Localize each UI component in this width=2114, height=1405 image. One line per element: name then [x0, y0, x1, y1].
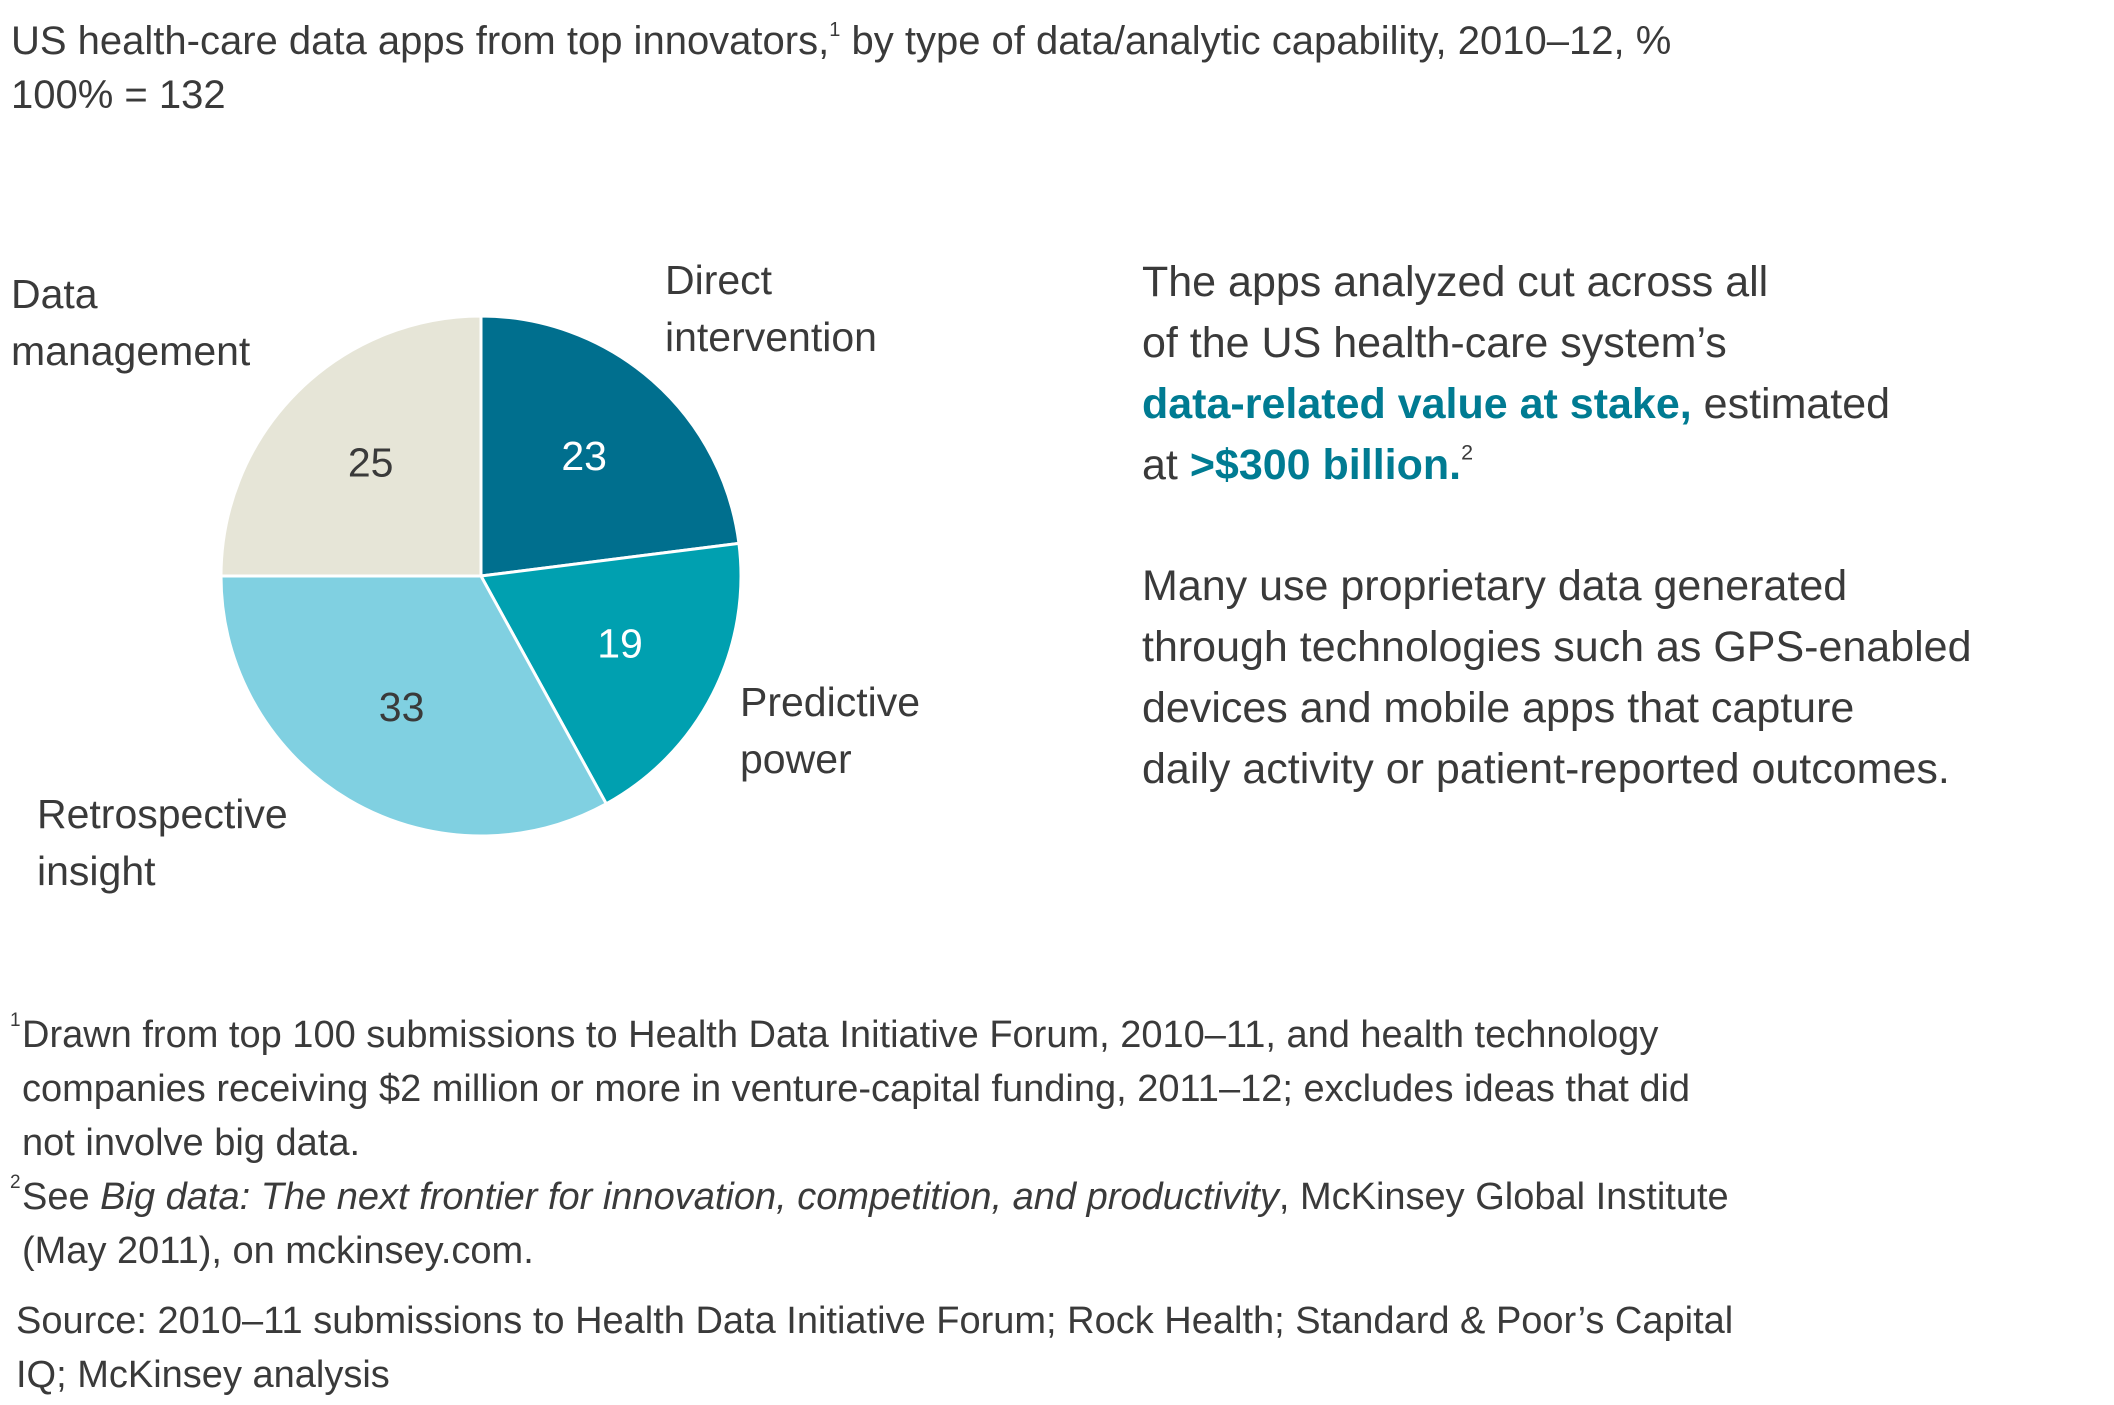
footnote: 2 See Big data: The next frontier for in… [10, 1170, 1729, 1278]
pie-slice [478, 541, 743, 806]
callout-text: The apps analyzed cut across all [1142, 258, 1769, 306]
footnote-text: See [22, 1176, 101, 1218]
title-text: by type of data/analytic capability, 201… [840, 19, 1672, 63]
category-label: Direct intervention [665, 257, 877, 360]
footnote-text: not involve big data. [22, 1122, 361, 1164]
callout-highlight: data-related value at stake, [1142, 380, 1692, 428]
callout-text: Many use proprietary data generated [1142, 562, 1848, 610]
chart-title: US health-care data apps from top innova… [11, 14, 1671, 68]
callout-note: 2 [1461, 440, 1474, 465]
callout-highlight: >$300 billion. [1189, 441, 1462, 489]
category-label: Data management [11, 271, 251, 374]
footnote-text: (May 2011), on mckinsey.com. [22, 1230, 534, 1272]
footnote-text: Drawn from top 100 submissions to Health… [22, 1014, 1659, 1056]
title-note: 1 [829, 19, 841, 41]
callout-text: through technologies such as GPS-enabled [1142, 623, 1972, 671]
source-text: Source: 2010–11 submissions to Health Da… [16, 1300, 1734, 1342]
source-text: IQ; McKinsey analysis [16, 1354, 390, 1396]
callout-text: estimated [1691, 380, 1891, 428]
footnote: 1 Drawn from top 100 submissions to Heal… [10, 1008, 1691, 1170]
footnote-marker: 2 [10, 1172, 21, 1193]
callout-paragraph: Many use proprietary data generated thro… [1142, 556, 1972, 800]
callout-paragraph: The apps analyzed cut across all of the … [1142, 252, 1890, 496]
value-label: 23 [561, 433, 607, 479]
footnote-text: companies receiving $2 million or more i… [22, 1068, 1691, 1110]
pie-slice [219, 314, 483, 578]
title-text: US health-care data apps from top innova… [11, 19, 830, 63]
pie-slice [219, 574, 609, 838]
callout-text: devices and mobile apps that capture [1142, 684, 1855, 732]
callout-text: of the US health-care system’s [1142, 319, 1727, 367]
source-note: Source: 2010–11 submissions to Health Da… [16, 1294, 1733, 1402]
callout-text: at [1142, 441, 1190, 489]
category-label: Retrospective insight [37, 791, 288, 894]
value-label: 33 [379, 684, 425, 730]
pie-slice [479, 314, 741, 578]
category-label: Predictive power [740, 679, 921, 782]
chart-subtitle: 100% = 132 [11, 73, 226, 117]
value-label: 19 [597, 621, 643, 667]
callout-text: daily activity or patient-reported outco… [1142, 745, 1950, 793]
footnote-marker: 1 [10, 1010, 21, 1031]
footnote-italic: Big data: The next frontier for innovati… [100, 1176, 1279, 1218]
value-label: 25 [348, 440, 394, 486]
footnote-text: , McKinsey Global Institute [1278, 1176, 1729, 1218]
